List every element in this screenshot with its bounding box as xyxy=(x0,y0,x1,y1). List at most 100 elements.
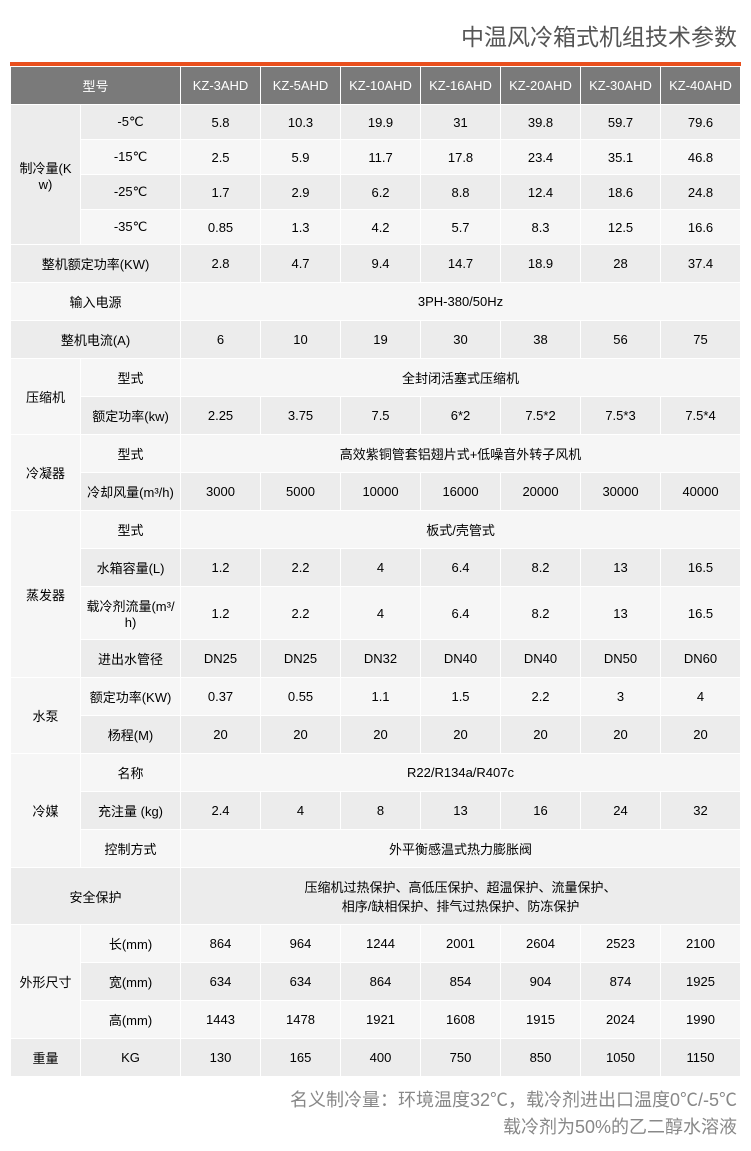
row-group-label: 重量 xyxy=(11,1039,81,1077)
cell-value: 2523 xyxy=(581,925,661,963)
cell-value: 9.4 xyxy=(341,245,421,283)
cell-value: 12.4 xyxy=(501,175,581,210)
cell-value: 5.9 xyxy=(261,140,341,175)
cell-value: 634 xyxy=(261,963,341,1001)
row-span-value: 高效紫铜管套铝翅片式+低噪音外转子风机 xyxy=(181,435,741,473)
row-sub-label: 型式 xyxy=(81,511,181,549)
cell-value: 18.6 xyxy=(581,175,661,210)
cell-value: 20 xyxy=(341,716,421,754)
cell-value: 4 xyxy=(341,587,421,640)
cell-value: 854 xyxy=(421,963,501,1001)
cell-value: 16000 xyxy=(421,473,501,511)
row-sub-label: 充注量 (kg) xyxy=(81,792,181,830)
cell-value: 37.4 xyxy=(661,245,741,283)
cell-value: 2.8 xyxy=(181,245,261,283)
col-header: KZ-30AHD xyxy=(581,67,661,105)
row-sub-label: -35℃ xyxy=(81,210,181,245)
table-row: 冷媒名称R22/R134a/R407c xyxy=(11,754,741,792)
cell-value: 14.7 xyxy=(421,245,501,283)
cell-value: 7.5 xyxy=(341,397,421,435)
cell-value: 750 xyxy=(421,1039,501,1077)
cell-value: 23.4 xyxy=(501,140,581,175)
row-sub-label: 额定功率(KW) xyxy=(81,678,181,716)
cell-value: 1150 xyxy=(661,1039,741,1077)
cell-value: 5.8 xyxy=(181,105,261,140)
cell-value: 16 xyxy=(501,792,581,830)
cell-value: DN50 xyxy=(581,640,661,678)
cell-value: 2.9 xyxy=(261,175,341,210)
cell-value: 4.2 xyxy=(341,210,421,245)
col-header: KZ-3AHD xyxy=(181,67,261,105)
table-row: 水箱容量(L)1.22.246.48.21316.5 xyxy=(11,549,741,587)
cell-value: 6 xyxy=(181,321,261,359)
cell-value: 19.9 xyxy=(341,105,421,140)
cell-value: 1.2 xyxy=(181,549,261,587)
row-full-label: 输入电源 xyxy=(11,283,181,321)
table-row: 重量KG13016540075085010501150 xyxy=(11,1039,741,1077)
cell-value: 7.5*3 xyxy=(581,397,661,435)
cell-value: 40000 xyxy=(661,473,741,511)
cell-value: 1.1 xyxy=(341,678,421,716)
cell-value: 874 xyxy=(581,963,661,1001)
cell-value: 20 xyxy=(501,716,581,754)
col-header: KZ-16AHD xyxy=(421,67,501,105)
cell-value: 5.7 xyxy=(421,210,501,245)
cell-value: 11.7 xyxy=(341,140,421,175)
row-span-value: 压缩机过热保护、高低压保护、超温保护、流量保护、相序/缺相保护、排气过热保护、防… xyxy=(181,868,741,925)
cell-value: 10 xyxy=(261,321,341,359)
cell-value: 2604 xyxy=(501,925,581,963)
cell-value: 8.2 xyxy=(501,549,581,587)
col-header-model: 型号 xyxy=(11,67,181,105)
table-row: -25℃1.72.96.28.812.418.624.8 xyxy=(11,175,741,210)
cell-value: 75 xyxy=(661,321,741,359)
cell-value: 864 xyxy=(181,925,261,963)
cell-value: DN40 xyxy=(501,640,581,678)
row-group-label: 冷凝器 xyxy=(11,435,81,511)
cell-value: 1925 xyxy=(661,963,741,1001)
cell-value: 2.2 xyxy=(261,587,341,640)
cell-value: 864 xyxy=(341,963,421,1001)
table-row: 蒸发器型式板式/壳管式 xyxy=(11,511,741,549)
cell-value: 30000 xyxy=(581,473,661,511)
cell-value: 10.3 xyxy=(261,105,341,140)
cell-value: 2.25 xyxy=(181,397,261,435)
row-sub-label: 控制方式 xyxy=(81,830,181,868)
cell-value: 3000 xyxy=(181,473,261,511)
cell-value: 0.37 xyxy=(181,678,261,716)
table-row: 额定功率(kw)2.253.757.56*27.5*27.5*37.5*4 xyxy=(11,397,741,435)
cell-value: 8.3 xyxy=(501,210,581,245)
cell-value: 1.3 xyxy=(261,210,341,245)
row-sub-label: -15℃ xyxy=(81,140,181,175)
table-row: 载冷剂流量(m³/h)1.22.246.48.21316.5 xyxy=(11,587,741,640)
table-row: 宽(mm)6346348648549048741925 xyxy=(11,963,741,1001)
row-sub-label: 高(mm) xyxy=(81,1001,181,1039)
col-header: KZ-5AHD xyxy=(261,67,341,105)
cell-value: 46.8 xyxy=(661,140,741,175)
row-sub-label: -25℃ xyxy=(81,175,181,210)
table-row: 高(mm)1443147819211608191520241990 xyxy=(11,1001,741,1039)
cell-value: 3 xyxy=(581,678,661,716)
table-row: 制冷量(Kw)-5℃5.810.319.93139.859.779.6 xyxy=(11,105,741,140)
cell-value: 8.2 xyxy=(501,587,581,640)
cell-value: 28 xyxy=(581,245,661,283)
row-sub-label: 宽(mm) xyxy=(81,963,181,1001)
table-row: 压缩机型式全封闭活塞式压缩机 xyxy=(11,359,741,397)
row-group-label: 外形尺寸 xyxy=(11,925,81,1039)
table-body: 制冷量(Kw)-5℃5.810.319.93139.859.779.6-15℃ 2… xyxy=(11,105,741,1077)
cell-value: 1.5 xyxy=(421,678,501,716)
cell-value: 6.4 xyxy=(421,549,501,587)
table-row: 输入电源3PH-380/50Hz xyxy=(11,283,741,321)
cell-value: 19 xyxy=(341,321,421,359)
cell-value: 24.8 xyxy=(661,175,741,210)
cell-value: 20000 xyxy=(501,473,581,511)
cell-value: 30 xyxy=(421,321,501,359)
cell-value: 0.55 xyxy=(261,678,341,716)
row-sub-label: 进出水管径 xyxy=(81,640,181,678)
row-group-label: 蒸发器 xyxy=(11,511,81,678)
cell-value: 2001 xyxy=(421,925,501,963)
cell-value: 1443 xyxy=(181,1001,261,1039)
row-span-value: R22/R134a/R407c xyxy=(181,754,741,792)
cell-value: 18.9 xyxy=(501,245,581,283)
cell-value: DN32 xyxy=(341,640,421,678)
cell-value: 850 xyxy=(501,1039,581,1077)
